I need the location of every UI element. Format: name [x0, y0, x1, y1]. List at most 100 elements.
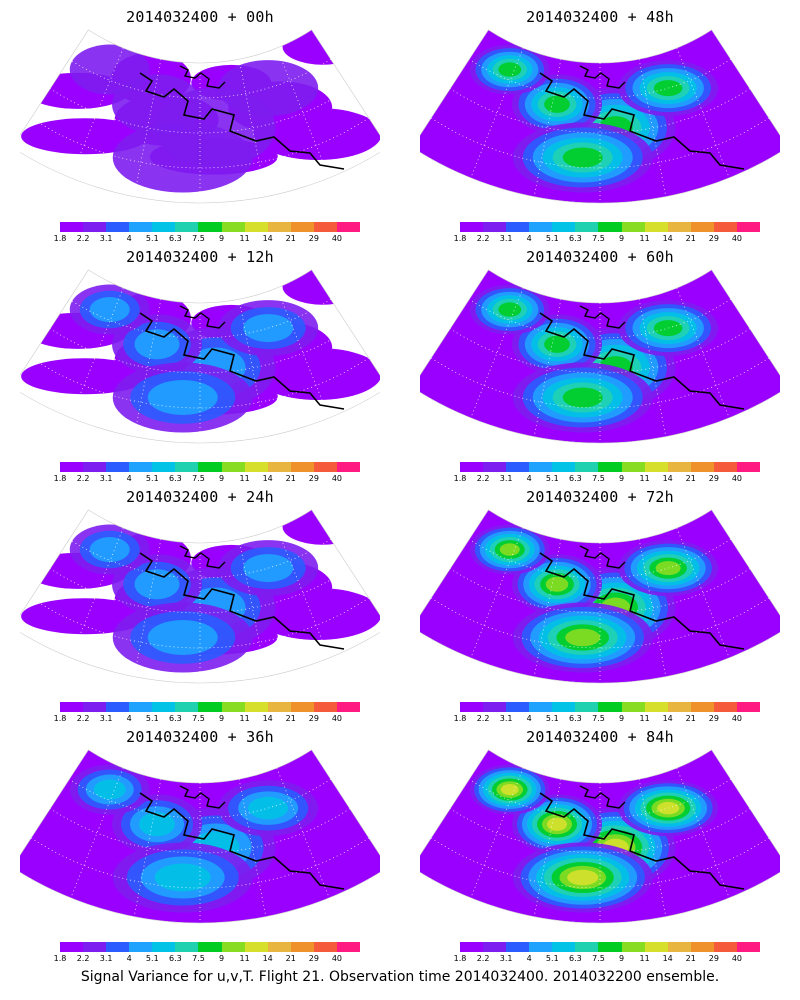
colorbar-swatch: [460, 222, 484, 232]
colorbar-label: 14: [262, 474, 273, 483]
colorbar-label: 40: [731, 474, 743, 483]
colorbar-swatch: [221, 222, 245, 232]
colorbar-label: 21: [685, 234, 696, 243]
colorbar-swatch: [598, 222, 622, 232]
colorbar-swatch: [152, 942, 176, 952]
panel-title: 2014032400 + 12h: [126, 248, 274, 266]
colorbar-label: 4: [526, 474, 532, 483]
colorbar-swatch: [336, 702, 361, 712]
colorbar-label: 9: [618, 714, 625, 723]
colorbar-label: 9: [218, 234, 225, 243]
map-panel: 2014032400 + 48h 1.8 2.2 3.1 4 5.1 6.3 7.5 9 11 14…: [400, 0, 800, 245]
colorbar-label: 9: [218, 474, 225, 483]
colorbar-label: 11: [239, 234, 250, 243]
polar-map: [20, 29, 380, 204]
colorbar-swatch: [506, 702, 530, 712]
colorbar-label: 1.8: [53, 234, 67, 243]
colorbar-label: 40: [331, 234, 343, 243]
colorbar-swatch: [336, 462, 361, 472]
colorbar-label: 5.1: [545, 474, 559, 483]
colorbar-labels: 1.8 2.2 3.1 4 5.1 6.3 7.5 9 11 14 21 29 40: [454, 474, 760, 484]
colorbar-label: 3.1: [99, 954, 113, 963]
polar-map: [420, 29, 780, 204]
colorbar-swatch: [736, 942, 761, 952]
colorbar-swatch: [221, 702, 245, 712]
map-panel: 2014032400 + 72h 1.8 2.2 3.1 4 5.1 6.3 7.5 9 11 14…: [400, 480, 800, 725]
colorbar-swatch: [621, 222, 645, 232]
colorbar-swatch: [244, 942, 268, 952]
colorbar-label: 4: [126, 234, 132, 243]
colorbar-label: 21: [685, 714, 696, 723]
colorbar-swatch: [198, 222, 222, 232]
colorbar-label: 2.2: [76, 714, 90, 723]
colorbar-swatch: [175, 462, 199, 472]
colorbar-swatch: [552, 222, 576, 232]
colorbar-swatch: [313, 222, 337, 232]
colorbar-label: 9: [618, 474, 625, 483]
colorbar-swatch: [506, 942, 530, 952]
colorbar-swatch: [736, 702, 761, 712]
colorbar-swatch: [198, 462, 222, 472]
colorbar-label: 29: [308, 954, 319, 963]
colorbar-label: 7.5: [592, 234, 605, 243]
colorbar-label: 29: [308, 234, 319, 243]
colorbar-label: 9: [618, 954, 625, 963]
colorbar-swatch: [736, 222, 761, 232]
colorbar-swatch: [690, 462, 714, 472]
colorbar-label: 6.3: [169, 714, 182, 723]
map-panel: 2014032400 + 84h 1.8 2.2 3.1 4 5.1 6.3 7.5 9 11 14…: [400, 720, 800, 965]
colorbar-swatch: [621, 462, 645, 472]
colorbar-swatch: [175, 702, 199, 712]
colorbar-labels: 1.8 2.2 3.1 4 5.1 6.3 7.5 9 11 14 21 29 40: [54, 954, 360, 964]
colorbar-label: 2.2: [76, 234, 90, 243]
colorbar-label: 7.5: [192, 234, 205, 243]
colorbar-swatch: [244, 222, 268, 232]
polar-map: [420, 269, 780, 444]
colorbar-label: 4: [526, 234, 532, 243]
colorbar-label: 40: [731, 234, 743, 243]
colorbar-swatch: [313, 942, 337, 952]
colorbar-swatch: [83, 222, 107, 232]
colorbar-label: 6.3: [169, 474, 182, 483]
colorbar-label: 14: [662, 474, 673, 483]
colorbar-label: 1.8: [53, 954, 67, 963]
colorbar-swatch: [106, 942, 130, 952]
colorbar-label: 21: [685, 474, 696, 483]
colorbar-swatch: [460, 462, 484, 472]
colorbar-swatch: [483, 702, 507, 712]
colorbar-labels: 1.8 2.2 3.1 4 5.1 6.3 7.5 9 11 14 21 29 40: [54, 474, 360, 484]
colorbar-swatch: [198, 942, 222, 952]
colorbar-swatch: [106, 702, 130, 712]
colorbar-label: 2.2: [476, 954, 490, 963]
colorbar-swatch: [106, 462, 130, 472]
colorbar-label: 2.2: [76, 474, 90, 483]
colorbar-swatch: [529, 222, 553, 232]
colorbar-label: 1.8: [453, 234, 467, 243]
panel-title: 2014032400 + 48h: [526, 8, 674, 26]
colorbar-label: 29: [308, 714, 319, 723]
panel-title: 2014032400 + 60h: [526, 248, 674, 266]
colorbar-swatch: [552, 702, 576, 712]
colorbar-swatch: [552, 462, 576, 472]
colorbar-swatch: [267, 702, 291, 712]
colorbar: [60, 222, 361, 232]
colorbar-labels: 1.8 2.2 3.1 4 5.1 6.3 7.5 9 11 14 21 29 40: [454, 234, 760, 244]
colorbar: [60, 462, 361, 472]
colorbar-label: 3.1: [499, 714, 513, 723]
colorbar-label: 14: [262, 714, 273, 723]
colorbar-labels: 1.8 2.2 3.1 4 5.1 6.3 7.5 9 11 14 21 29 40: [454, 714, 760, 724]
colorbar-label: 29: [708, 714, 719, 723]
panel-title: 2014032400 + 84h: [526, 728, 674, 746]
colorbar-swatch: [483, 222, 507, 232]
colorbar-swatch: [736, 462, 761, 472]
colorbar-swatch: [667, 222, 691, 232]
colorbar-label: 7.5: [592, 474, 605, 483]
colorbar-swatch: [621, 942, 645, 952]
colorbar-label: 6.3: [169, 234, 182, 243]
colorbar-label: 11: [639, 474, 650, 483]
colorbar-swatch: [152, 702, 176, 712]
colorbar-swatch: [267, 462, 291, 472]
colorbar-swatch: [106, 222, 130, 232]
colorbar-swatch: [129, 462, 153, 472]
colorbar-label: 40: [331, 474, 343, 483]
